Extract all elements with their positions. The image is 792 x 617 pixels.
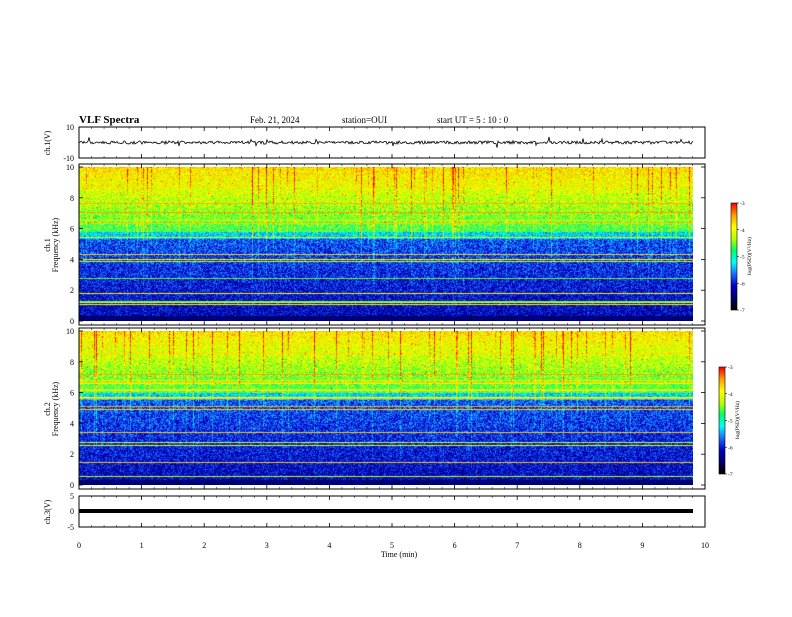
- colorbar-tick-label: -6: [740, 281, 745, 287]
- colorbar-tick-label: -7: [740, 308, 745, 314]
- ch1-waveform-line: [78, 136, 694, 148]
- colorbar-tick-label: -3: [740, 201, 745, 207]
- ch3-waveform-band: [79, 509, 693, 513]
- ch2-spec-ylabel-frequency: Frequency (kHz): [51, 381, 60, 436]
- y-tick-label: 0: [70, 317, 74, 326]
- chart-title: VLF Spectra: [79, 114, 140, 126]
- panel-ch2-spectrogram: 0 2 4 6 8 10 ch.2 Frequency (kHz) -3 -4 -5 -6 -7 …: [43, 327, 741, 490]
- panel-ch3-waveform: 5 0 -5 ch.3(V): [43, 492, 706, 532]
- ch1-ytick-bottom: -10: [63, 154, 74, 163]
- x-tick-label: 5: [390, 541, 394, 550]
- ch3-ytick-top: 5: [70, 492, 74, 501]
- y-tick-label: 10: [66, 163, 74, 172]
- y-tick-label: 2: [70, 286, 74, 295]
- y-tick-label: 4: [70, 419, 74, 428]
- x-tick-label: 6: [453, 541, 457, 550]
- colorbar-tick-label: -5: [740, 255, 745, 261]
- ch1-ylabel: ch.1(V): [43, 130, 52, 155]
- ch3-ytick-mid: 0: [70, 507, 74, 516]
- colorbar-tick-label: -4: [740, 228, 745, 234]
- colorbar-tick-label: -6: [728, 445, 733, 451]
- ch1-spec-ylabel-channel: ch.1: [43, 238, 52, 252]
- y-tick-label: 8: [70, 194, 74, 203]
- x-tick-label: 7: [515, 541, 519, 550]
- x-axis: 0 1 2 3 4 5 6 7 8 9 10: [77, 127, 709, 550]
- colorbar-tick-label: -3: [728, 365, 733, 371]
- ch3-ytick-bottom: -5: [67, 523, 74, 532]
- y-tick-label: 10: [66, 327, 74, 336]
- x-tick-label: 2: [202, 541, 206, 550]
- start-time-label: start UT = 5 : 10 : 0: [437, 115, 509, 125]
- x-tick-label: 9: [640, 541, 644, 550]
- x-tick-label: 1: [140, 541, 144, 550]
- ch1-colorbar-label: log(PSD)(V²/Hz): [746, 237, 753, 275]
- ch1-ytick-top: 10: [66, 123, 74, 132]
- y-tick-label: 4: [70, 255, 74, 264]
- x-tick-label: 8: [578, 541, 582, 550]
- ch2-colorbar-gradient: [719, 367, 725, 474]
- ch2-spectrogram-image: [79, 331, 693, 485]
- date-label: Feb. 21, 2024: [250, 115, 300, 125]
- y-tick-label: 6: [70, 389, 74, 398]
- x-tick-label: 0: [77, 541, 81, 550]
- x-tick-label: 10: [701, 541, 709, 550]
- ch1-colorbar: -3 -4 -5 -6 -7 log(PSD)(V²/Hz): [730, 201, 753, 314]
- x-axis-label: Time (min): [381, 550, 418, 559]
- panel-ch1-waveform: 10 -10 ch.1(V): [43, 123, 706, 163]
- ch2-colorbar: -3 -4 -5 -6 -7 log(PSD)(V²/Hz): [718, 365, 741, 478]
- ch2-spec-ylabel-channel: ch.2: [43, 402, 52, 416]
- y-tick-label: 6: [70, 225, 74, 234]
- colorbar-tick-label: -5: [728, 419, 733, 425]
- y-tick-label: 8: [70, 358, 74, 367]
- ch2-colorbar-label: log(PSD)(V²/Hz): [734, 401, 741, 439]
- station-label: station=OUI: [342, 115, 387, 125]
- colorbar-tick-label: -4: [728, 392, 733, 398]
- colorbar-tick-label: -7: [728, 472, 733, 478]
- y-tick-label: 2: [70, 450, 74, 459]
- ch1-spec-ylabel-frequency: Frequency (kHz): [51, 217, 60, 272]
- ch3-ylabel: ch.3(V): [43, 499, 52, 524]
- x-tick-label: 4: [327, 541, 331, 550]
- ch1-colorbar-gradient: [731, 203, 737, 310]
- y-tick-label: 0: [70, 481, 74, 490]
- panel-ch1-spectrogram: 0 2 4 6 8 10 ch.1 Frequency (kHz) -3 -4 -5 -6 -7 …: [43, 163, 753, 326]
- ch1-spectrogram-image: [79, 167, 693, 321]
- x-tick-label: 3: [265, 541, 269, 550]
